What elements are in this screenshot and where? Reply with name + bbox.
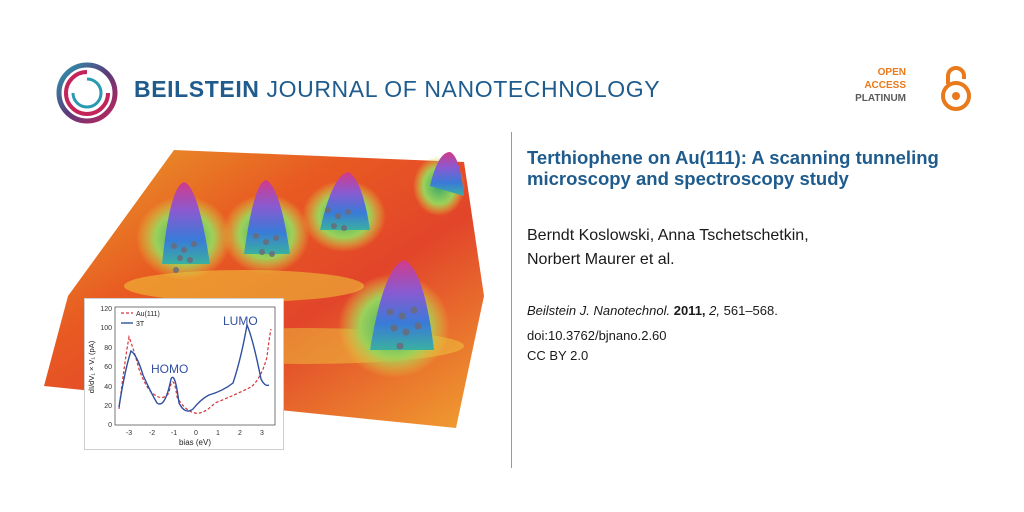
citation-volume: 2, — [709, 303, 721, 318]
legend-3t: 3T — [136, 321, 145, 328]
molecule-peak — [430, 152, 464, 196]
citation-year: 2011, — [673, 303, 706, 318]
citation-pages: 561–568. — [723, 303, 778, 318]
series-3t — [118, 322, 270, 412]
article-authors: Berndt Koslowski, Anna Tschetschetkin, N… — [527, 224, 967, 272]
citation: Beilstein J. Nanotechnol. 2011, 2, 561–5… — [527, 303, 778, 318]
y-tick: 120 — [100, 306, 112, 313]
x-tick: 0 — [194, 430, 198, 437]
open-access-badge: OPEN ACCESS PLATINUM — [855, 66, 974, 116]
x-tick: -3 — [126, 430, 132, 437]
badge-line-open: OPEN — [877, 67, 906, 78]
molecule-peak — [320, 172, 370, 230]
y-tick: 60 — [104, 364, 112, 371]
series-au111 — [118, 328, 272, 414]
y-tick: 100 — [100, 325, 112, 332]
journal-title: BEILSTEIN JOURNAL OF NANOTECHNOLOGY — [134, 76, 661, 102]
label-homo: HOMO — [151, 362, 188, 376]
article-title[interactable]: Terthiophene on Au(111): A scanning tunn… — [527, 147, 939, 189]
y-tick: 0 — [108, 422, 112, 429]
x-tick: -2 — [149, 430, 155, 437]
y-tick: 40 — [104, 384, 112, 391]
open-lock-icon — [941, 66, 971, 111]
label-lumo: LUMO — [223, 314, 258, 328]
authors-line-1: Berndt Koslowski, Anna Tschetschetkin, — [527, 227, 809, 244]
x-tick: -1 — [171, 430, 177, 437]
header: BEILSTEIN JOURNAL OF NANOTECHNOLOGY OPEN… — [0, 0, 1024, 130]
journal-abbreviation: Beilstein J. Nanotechnol. — [527, 303, 671, 318]
license[interactable]: CC BY 2.0 — [527, 348, 589, 363]
journal-logo-icon — [56, 62, 118, 124]
spectroscopy-chart: 120 100 80 60 40 20 0 -3 -2 -1 0 1 2 3 b… — [87, 306, 276, 447]
x-tick: 2 — [238, 430, 242, 437]
legend-au111: Au(111) — [136, 311, 160, 318]
badge-line-platinum: PLATINUM — [855, 93, 906, 104]
x-axis-label: bias (eV) — [179, 438, 211, 447]
authors-line-2: Norbert Maurer et al. — [527, 251, 675, 268]
y-tick: 20 — [104, 403, 112, 410]
spectroscopy-inset: 120 100 80 60 40 20 0 -3 -2 -1 0 1 2 3 b… — [84, 298, 284, 450]
doi[interactable]: doi:10.3762/bjnano.2.60 — [527, 328, 667, 343]
divider — [511, 132, 512, 468]
badge-line-access: ACCESS — [864, 80, 906, 91]
y-tick: 80 — [104, 345, 112, 352]
y-axis-label: dI/dV₁ × V₁ (pA) — [87, 340, 96, 393]
x-tick: 3 — [260, 430, 264, 437]
x-tick: 1 — [216, 430, 220, 437]
